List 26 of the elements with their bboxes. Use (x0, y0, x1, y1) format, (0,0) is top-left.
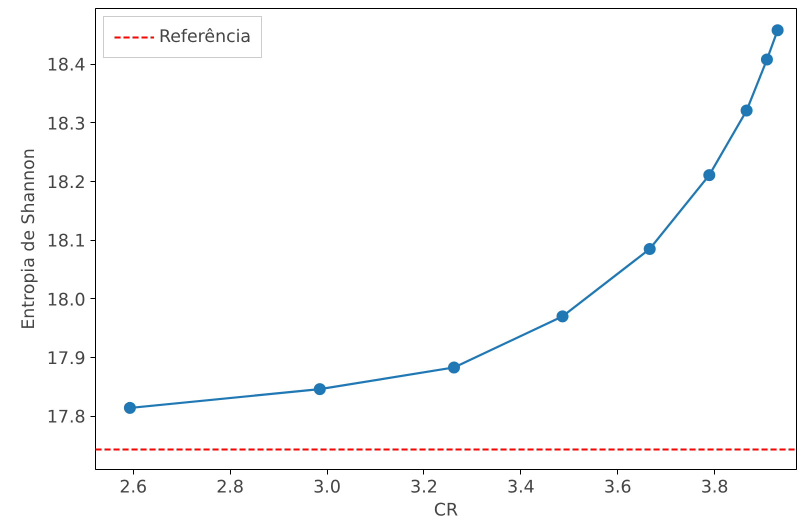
y-tick-label: 18.0 (46, 290, 86, 310)
point (314, 383, 326, 396)
x-tick-label: 2.8 (216, 478, 244, 498)
point (556, 310, 569, 322)
y-tick-label: 18.3 (46, 114, 86, 134)
y-tick-label: 18.1 (46, 232, 86, 252)
point (760, 54, 773, 66)
y-tick-label: 17.8 (46, 408, 86, 428)
x-tick-label: 3.4 (507, 478, 535, 498)
point (703, 169, 716, 182)
x-tick-label: 3.2 (410, 478, 438, 498)
point (740, 104, 753, 117)
y-tick-label: 18.4 (46, 56, 86, 76)
x-axis-title: CR (434, 500, 458, 520)
y-tick-label: 18.2 (46, 173, 86, 194)
x-tick-label: 2.6 (120, 478, 148, 498)
point (644, 242, 656, 255)
point (772, 24, 784, 36)
x-tick-label: 3.0 (313, 478, 341, 498)
x-tick-label: 3.6 (604, 478, 632, 498)
y-tick-label: 17.9 (46, 348, 86, 369)
y-axis-title: Entropia de Shannon (18, 148, 39, 330)
x-tick-label: 3.8 (700, 478, 728, 498)
point (448, 361, 460, 374)
point (124, 402, 136, 414)
legend-label: Referência (159, 27, 252, 47)
